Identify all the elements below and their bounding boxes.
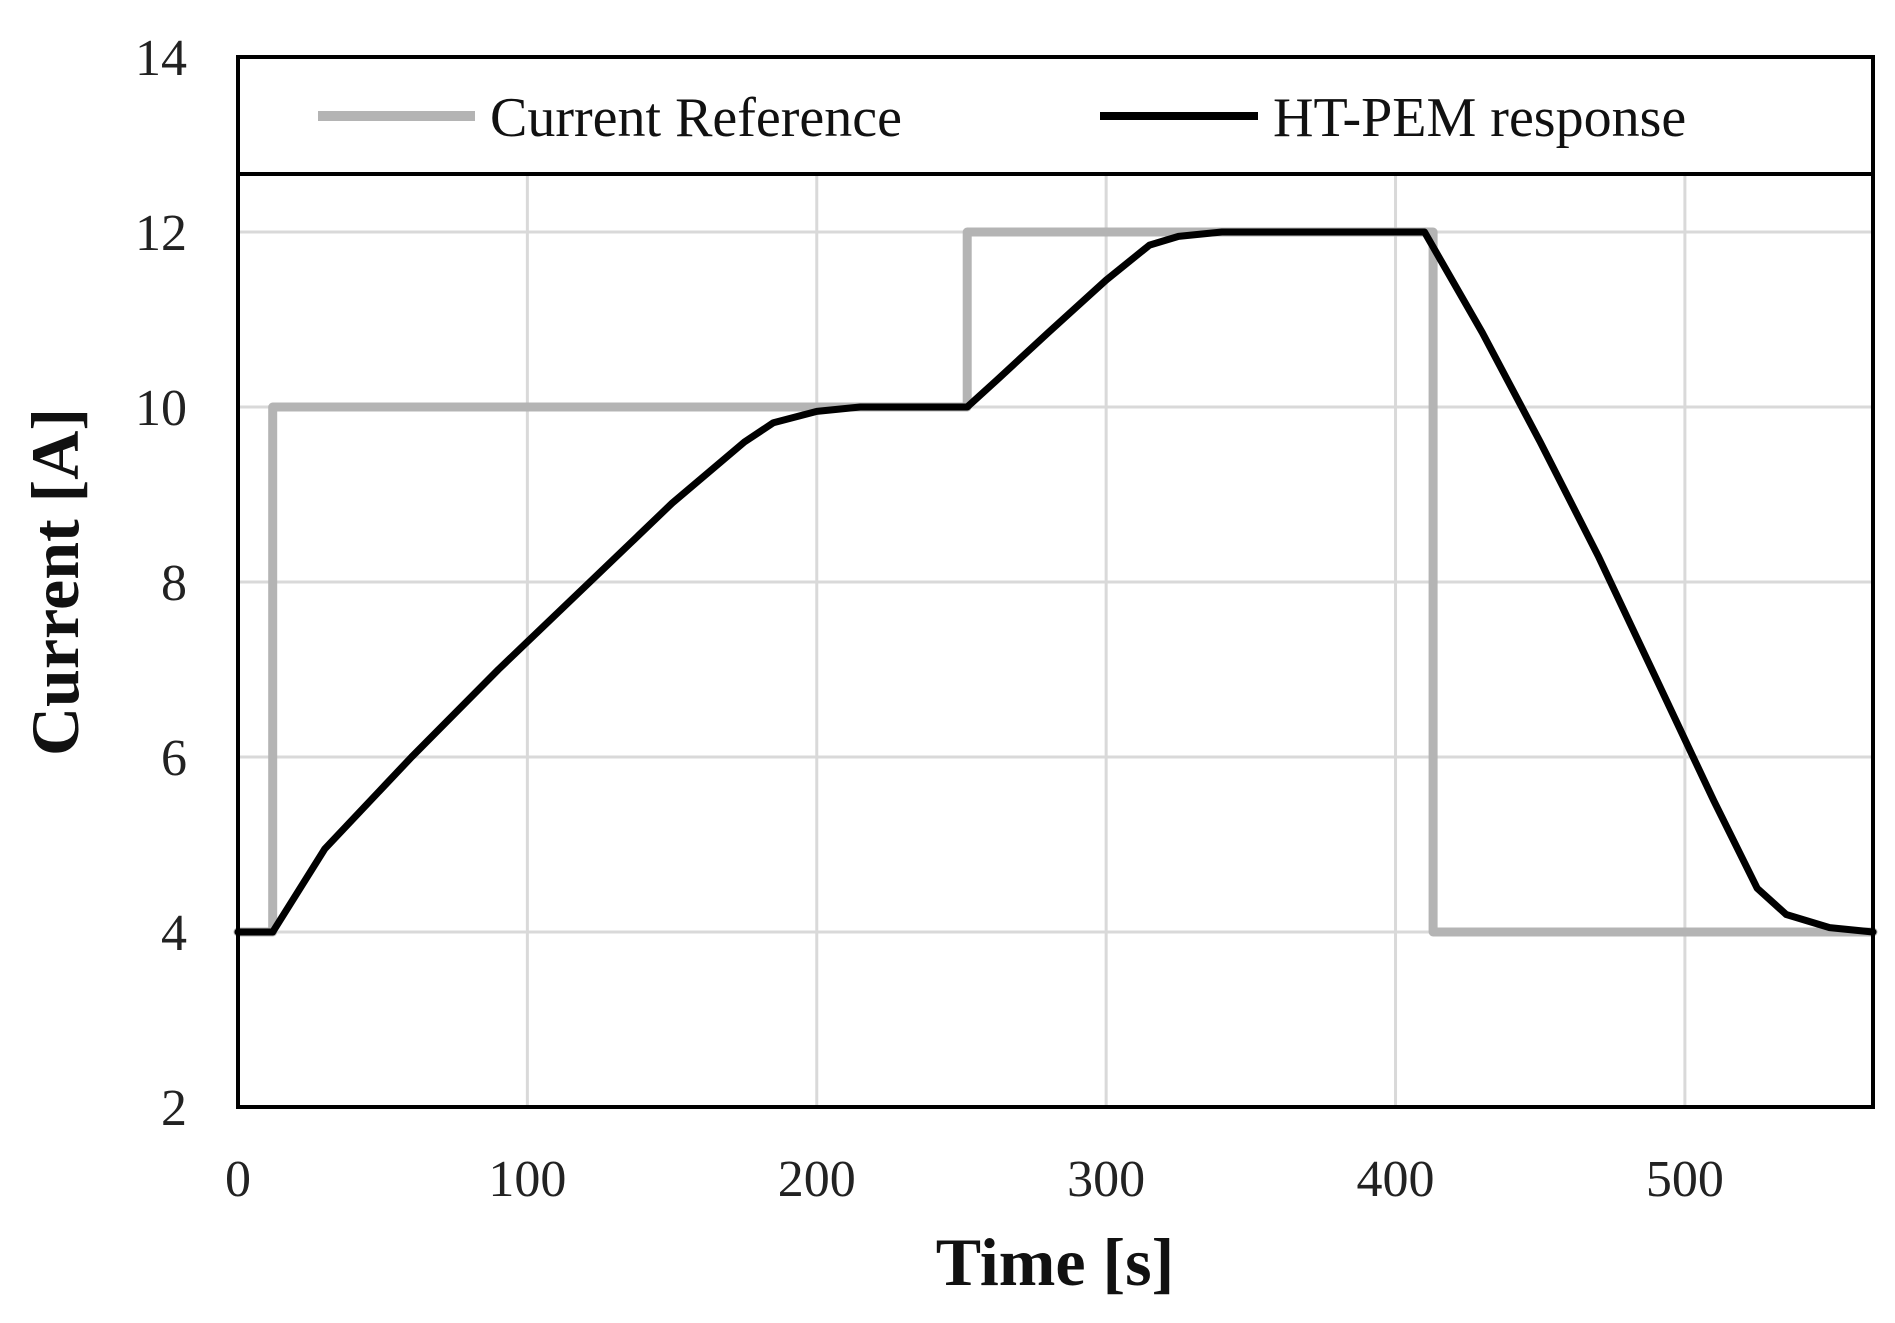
y-axis-tick-labels: 2 4 6 8 10 12 14 <box>135 30 187 1137</box>
x-axis-title: Time [s] <box>936 1224 1175 1300</box>
x-tick-label: 400 <box>1357 1151 1435 1208</box>
y-tick-label: 6 <box>161 730 187 787</box>
series-line-current-reference <box>233 227 1878 937</box>
x-tick-label: 200 <box>778 1151 856 1208</box>
grid-lines <box>238 57 1873 1107</box>
x-tick-label: 100 <box>488 1151 566 1208</box>
series-line-ht-pem-response <box>234 228 1877 936</box>
y-tick-label: 4 <box>161 905 187 962</box>
x-tick-label: 0 <box>225 1151 251 1208</box>
y-tick-label: 8 <box>161 555 187 612</box>
y-tick-label: 12 <box>135 205 187 262</box>
legend-box <box>236 55 1875 176</box>
x-tick-label: 500 <box>1646 1151 1724 1208</box>
y-tick-label: 14 <box>135 30 187 87</box>
y-axis-title: Current [A] <box>17 408 93 756</box>
legend-label-ht-pem-response: HT-PEM response <box>1273 87 1686 149</box>
legend-label-current-reference: Current Reference <box>490 87 902 149</box>
x-axis-tick-labels: 0 100 200 300 400 500 <box>225 1151 1724 1208</box>
legend: Current Reference HT-PEM response <box>236 55 1875 176</box>
series-lines <box>233 227 1878 937</box>
y-tick-label: 2 <box>161 1080 187 1137</box>
y-tick-label: 10 <box>135 380 187 437</box>
x-tick-label: 300 <box>1067 1151 1145 1208</box>
